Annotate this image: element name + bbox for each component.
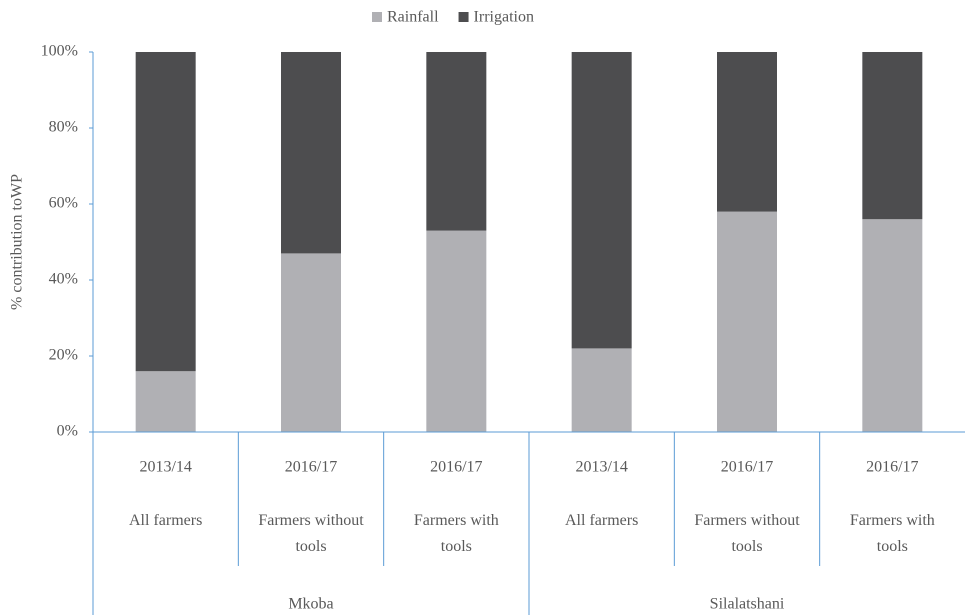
legend-swatch bbox=[372, 12, 382, 22]
x-tick-label: 2016/17 bbox=[866, 459, 918, 476]
bar-segment bbox=[862, 219, 923, 432]
group-label: All farmers bbox=[129, 512, 203, 529]
y-tick-label: 60% bbox=[49, 195, 78, 212]
y-tick-label: 20% bbox=[49, 347, 78, 364]
y-tick-label: 40% bbox=[49, 271, 78, 288]
bar-segment bbox=[426, 52, 487, 231]
bar-segment bbox=[281, 253, 341, 432]
x-tick-label: 2016/17 bbox=[721, 459, 773, 476]
x-tick-label: 2016/17 bbox=[285, 459, 337, 476]
x-tick-label: 2013/14 bbox=[139, 459, 191, 476]
legend-swatch bbox=[458, 12, 469, 22]
bar-segment bbox=[426, 230, 487, 432]
region-label: Mkoba bbox=[288, 596, 333, 613]
legend-label: Irrigation bbox=[474, 9, 534, 26]
x-tick-label: 2016/17 bbox=[430, 459, 482, 476]
bar-segment bbox=[135, 52, 196, 372]
legend-label: Rainfall bbox=[387, 9, 439, 26]
y-tick-label: 80% bbox=[49, 119, 78, 136]
y-tick-label: 0% bbox=[57, 423, 78, 440]
group-label: Farmers with tools bbox=[849, 512, 935, 555]
bar-segment bbox=[135, 371, 196, 432]
bar-segment bbox=[717, 211, 777, 432]
bar-segment bbox=[281, 52, 341, 254]
group-label: Farmers with tools bbox=[413, 512, 499, 555]
group-label: Farmers without tools bbox=[694, 512, 800, 555]
group-label: All farmers bbox=[565, 512, 639, 529]
group-label: Farmers without tools bbox=[258, 512, 364, 555]
bar-segment bbox=[571, 348, 632, 432]
x-tick-label: 2013/14 bbox=[575, 459, 627, 476]
region-label: Silalatshani bbox=[710, 596, 785, 613]
bar-segment bbox=[862, 52, 923, 220]
y-tick-label: 100% bbox=[41, 43, 78, 60]
bar-segment bbox=[717, 52, 777, 212]
y-axis-label: % contribution toWP bbox=[9, 174, 26, 310]
bar-segment bbox=[571, 52, 632, 349]
